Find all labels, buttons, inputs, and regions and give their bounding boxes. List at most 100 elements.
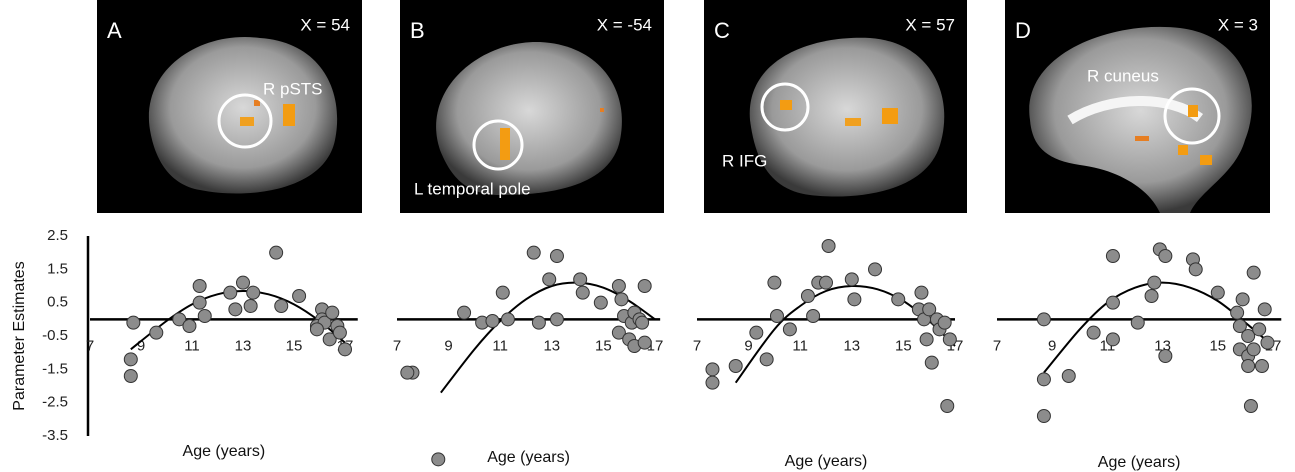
data-point	[193, 296, 206, 309]
data-point	[760, 353, 773, 366]
data-point	[124, 370, 137, 383]
data-point	[550, 313, 563, 326]
data-point	[1255, 360, 1268, 373]
data-point	[1231, 306, 1244, 319]
panel-label: C	[714, 18, 730, 43]
x-axis-label: Age (years)	[487, 449, 570, 466]
data-point	[1211, 286, 1224, 299]
data-point	[244, 300, 257, 313]
data-point	[432, 453, 445, 466]
panel-label: B	[410, 18, 425, 43]
figure: AX = 54R pSTS2.51.50.5-0.5-1.5-2.5-3.5Pa…	[0, 0, 1295, 472]
data-point	[1261, 336, 1274, 349]
data-point	[1037, 313, 1050, 326]
data-point	[1106, 250, 1119, 263]
data-point	[820, 276, 833, 289]
data-point	[1247, 343, 1260, 356]
y-tick-label: -3.5	[42, 427, 68, 444]
data-point	[401, 366, 414, 379]
data-point	[729, 360, 742, 373]
data-point	[458, 306, 471, 319]
x-tick-label: 15	[1209, 337, 1226, 354]
data-point	[1087, 326, 1100, 339]
data-point	[1159, 250, 1172, 263]
data-point	[496, 286, 509, 299]
data-point	[326, 306, 339, 319]
x-tick-label: 9	[444, 337, 452, 354]
data-point	[339, 343, 352, 356]
data-point	[706, 376, 719, 389]
x-tick-label: 9	[1048, 337, 1056, 354]
data-point	[247, 286, 260, 299]
y-tick-label: 1.5	[47, 260, 68, 277]
x-tick-label: 11	[492, 337, 508, 354]
data-point	[576, 286, 589, 299]
data-point	[925, 356, 938, 369]
data-point	[237, 276, 250, 289]
data-point	[1037, 373, 1050, 386]
x-tick-label: 13	[543, 337, 560, 354]
data-point	[1253, 323, 1266, 336]
y-tick-label: -0.5	[42, 327, 68, 344]
data-point	[943, 333, 956, 346]
x-tick-label: 7	[393, 337, 401, 354]
x-tick-label: 7	[86, 337, 94, 354]
data-point	[848, 293, 861, 306]
data-point	[1106, 296, 1119, 309]
data-point	[845, 273, 858, 286]
data-point	[1106, 333, 1119, 346]
region-label: R IFG	[722, 151, 767, 170]
data-point	[527, 246, 540, 259]
y-tick-label: -2.5	[42, 394, 68, 411]
panel-label: A	[107, 18, 122, 43]
data-point	[1037, 410, 1050, 423]
data-point	[750, 326, 763, 339]
data-point	[941, 400, 954, 413]
y-tick-label: -1.5	[42, 360, 68, 377]
x-tick-label: 7	[993, 337, 1001, 354]
data-point	[801, 290, 814, 303]
data-point	[1062, 370, 1075, 383]
x-tick-label: 7	[693, 337, 701, 354]
x-tick-label: 15	[895, 337, 912, 354]
data-point	[574, 273, 587, 286]
x-tick-label: 9	[744, 337, 752, 354]
data-point	[768, 276, 781, 289]
data-point	[612, 280, 625, 293]
data-point	[783, 323, 796, 336]
data-point	[543, 273, 556, 286]
y-tick-label: 0.5	[47, 294, 68, 311]
data-point	[333, 326, 346, 339]
data-point	[938, 316, 951, 329]
data-point	[1247, 266, 1260, 279]
data-point	[822, 240, 835, 253]
panel-label: D	[1015, 18, 1031, 43]
data-point	[501, 313, 514, 326]
data-point	[594, 296, 607, 309]
region-label: R pSTS	[263, 79, 323, 98]
x-tick-label: 15	[595, 337, 612, 354]
data-point	[807, 310, 820, 323]
x-axis-label: Age (years)	[785, 453, 868, 470]
y-tick-label: 2.5	[47, 227, 68, 244]
data-point	[1258, 303, 1271, 316]
data-point	[892, 293, 905, 306]
slice-label: X = 57	[905, 15, 955, 34]
data-point	[127, 316, 140, 329]
slice-label: X = 54	[300, 15, 350, 34]
data-point	[150, 326, 163, 339]
data-point	[193, 280, 206, 293]
data-point	[915, 286, 928, 299]
data-point	[1242, 360, 1255, 373]
x-tick-label: 13	[843, 337, 860, 354]
data-point	[1189, 263, 1202, 276]
data-point	[638, 336, 651, 349]
region-label: L temporal pole	[414, 179, 531, 198]
data-point	[770, 310, 783, 323]
data-point	[869, 263, 882, 276]
data-point	[532, 316, 545, 329]
data-point	[1236, 293, 1249, 306]
data-point	[1145, 290, 1158, 303]
data-point	[229, 303, 242, 316]
data-point	[486, 315, 499, 328]
